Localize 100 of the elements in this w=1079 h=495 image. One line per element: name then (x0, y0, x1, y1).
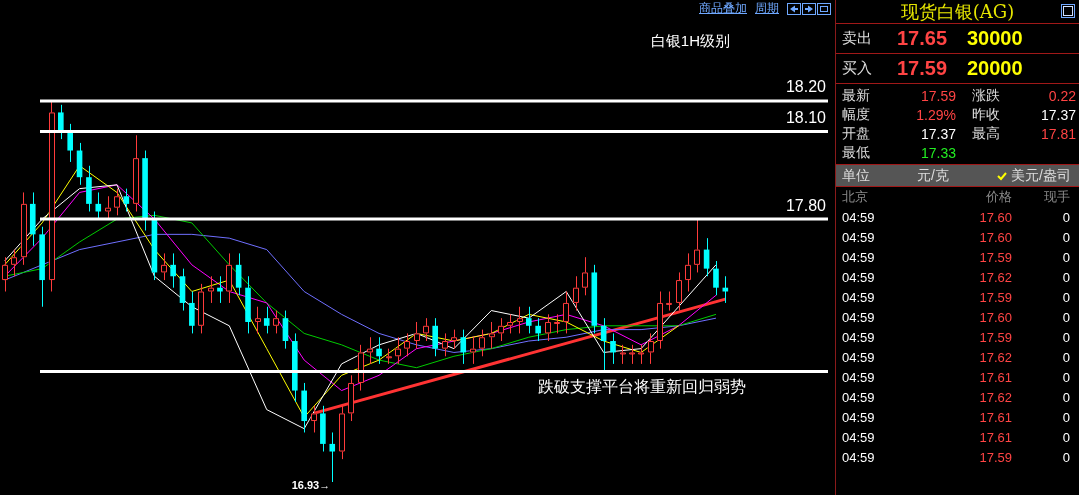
candlestick (647, 332, 654, 365)
text: 卖出 (842, 29, 872, 46)
text: 最新 (842, 86, 871, 105)
text: 04:59 (842, 269, 876, 285)
candlestick (488, 321, 495, 350)
text: 04:59 (842, 309, 876, 325)
candlestick (563, 291, 570, 334)
text: 17.59 (978, 449, 1012, 465)
candlestick (582, 256, 588, 296)
candlestick (507, 313, 513, 334)
candlestick (544, 313, 551, 342)
text: 0 (1061, 349, 1070, 365)
text: 04:59 (842, 229, 876, 245)
candlestick (226, 252, 233, 304)
candlestick (114, 188, 120, 216)
candlestick (469, 336, 476, 365)
text: 17.33 (919, 144, 956, 161)
text: 17.60 (978, 229, 1012, 245)
text: 04:59 (842, 249, 876, 265)
text: 17.65 (897, 27, 948, 49)
text: 0 (1061, 209, 1070, 225)
candlestick (685, 252, 691, 292)
candlestick (48, 100, 55, 292)
text: 单位 (842, 167, 870, 183)
candlestick (451, 329, 457, 350)
text: 17.81 (1039, 125, 1076, 142)
text: 17.61 (978, 369, 1012, 385)
candlestick (572, 275, 579, 312)
text: 04:59 (842, 449, 876, 465)
text: 周期 (755, 0, 779, 17)
text: 20000 (967, 57, 1023, 79)
candlestick (217, 275, 223, 304)
candlestick (423, 317, 429, 342)
candlestick (11, 249, 17, 277)
text: 04:59 (842, 389, 876, 405)
candlestick (273, 310, 279, 334)
candlestick (189, 291, 195, 334)
candlestick (254, 306, 261, 334)
text: 17.62 (978, 349, 1012, 365)
candlestick (95, 191, 102, 220)
candlestick (123, 188, 130, 212)
text: 1.29% (915, 106, 956, 123)
text: 现货白银(AG) (900, 0, 1015, 24)
text: 0 (1061, 269, 1070, 285)
text: 商品叠加 (699, 0, 747, 17)
text: 17.37 (1039, 106, 1076, 123)
text: 04:59 (842, 429, 876, 445)
text: 17.37 (919, 125, 956, 142)
text: 04:59 (842, 329, 876, 345)
text: 价格 (985, 188, 1012, 206)
text: 17.59 (919, 87, 956, 104)
text: 17.60 (978, 309, 1012, 325)
text: 17.59 (978, 249, 1012, 265)
candlestick (535, 317, 541, 342)
text: 0 (1061, 289, 1070, 305)
text: 17.60 (978, 209, 1012, 225)
text: 0 (1061, 429, 1070, 445)
text: 0 (1061, 389, 1070, 405)
text: 17.61 (978, 429, 1012, 445)
candlestick (104, 195, 111, 220)
text: 04:59 (842, 409, 876, 425)
text: 现手 (1043, 188, 1070, 206)
candlestick (132, 134, 139, 212)
text: 04:59 (842, 369, 876, 385)
candlestick (722, 275, 729, 304)
candlestick (282, 310, 289, 350)
text: 30000 (967, 27, 1023, 49)
text: 0 (1061, 249, 1070, 265)
text: 美元/盎司 (1011, 166, 1071, 185)
candlestick (160, 252, 167, 281)
text: 最低 (842, 143, 871, 162)
text: 0 (1061, 409, 1070, 425)
text: 元/克 (917, 167, 949, 183)
candlestick (20, 191, 27, 266)
text: 17.61 (978, 409, 1012, 425)
text: 17.59 (978, 329, 1012, 345)
candlestick (263, 306, 270, 334)
candlestick (413, 321, 420, 350)
candlestick (441, 332, 448, 357)
ref-line-label: 跌破支撑平台将重新回归弱势 (538, 377, 746, 395)
text: 最高 (972, 125, 1000, 141)
candlestick (207, 275, 214, 304)
candlestick (516, 306, 523, 334)
text: 17.62 (978, 269, 1012, 285)
text: 涨跌 (972, 87, 1000, 103)
candlestick (67, 123, 73, 163)
text: 17.62 (978, 389, 1012, 405)
text: 开盘 (842, 124, 871, 143)
candlestick (170, 252, 176, 289)
candlestick (366, 336, 373, 365)
candlestick (610, 332, 616, 365)
candlestick (694, 218, 701, 273)
candlestick (58, 104, 64, 140)
text: 18.20 (785, 78, 827, 96)
text: 17.59 (897, 57, 948, 79)
candlestick (497, 317, 504, 342)
text: 04:59 (842, 289, 876, 305)
text: 18.10 (785, 108, 827, 126)
candlestick (357, 344, 364, 392)
chart-title: 白银1H级别 (650, 32, 730, 50)
